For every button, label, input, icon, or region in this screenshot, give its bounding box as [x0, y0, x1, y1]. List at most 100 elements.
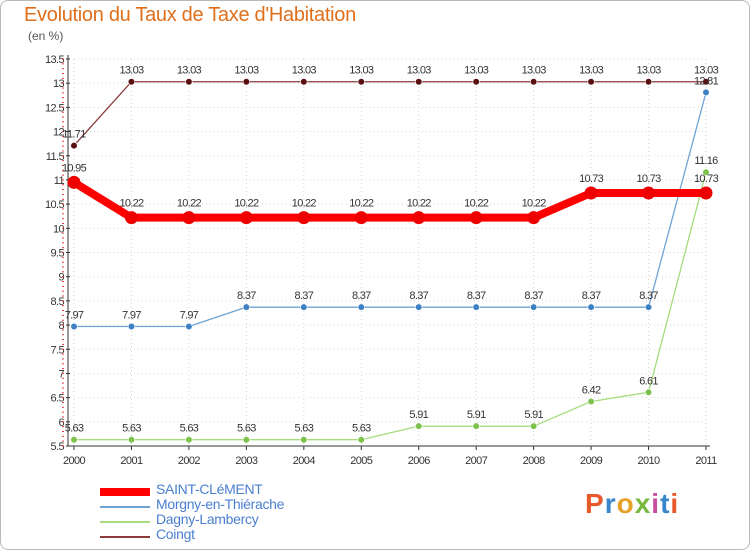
legend-swatch [100, 536, 150, 538]
x-tick-label: 2011 [695, 455, 717, 467]
data-point [702, 88, 710, 96]
data-label: 13.03 [694, 65, 719, 77]
logo-letter: x [634, 488, 652, 519]
data-label: 10.73 [694, 173, 719, 185]
data-point [357, 303, 365, 311]
data-label: 13.03 [119, 65, 144, 77]
data-label: 10.22 [177, 198, 202, 210]
legend-swatch [100, 521, 150, 523]
data-point [699, 186, 713, 200]
data-label: 8.37 [237, 290, 256, 302]
x-tick-label: 2003 [235, 455, 258, 467]
logo-letter: t [660, 488, 671, 519]
data-point [242, 436, 250, 444]
y-tick-label: 10 [53, 223, 65, 235]
data-point [67, 175, 81, 189]
data-point [300, 436, 308, 444]
x-tick-label: 2000 [63, 455, 86, 467]
data-point [185, 322, 193, 331]
data-label: 11.71 [62, 129, 86, 141]
data-label: 8.37 [467, 290, 486, 302]
data-point [185, 436, 193, 444]
data-point [70, 436, 78, 444]
data-point [472, 78, 480, 86]
y-tick-label: 13 [53, 78, 65, 90]
legend-label: Morgny-en-Thiérache [156, 496, 285, 512]
x-tick-label: 2008 [523, 455, 546, 467]
data-label: 5.63 [295, 423, 314, 435]
data-label: 13.03 [177, 65, 202, 77]
y-tick-label: 6 [58, 417, 64, 429]
legend-label: Dagny-Lambercy [156, 511, 259, 527]
data-label: 8.37 [409, 290, 428, 302]
data-label: 8.37 [295, 290, 314, 302]
y-tick-label: 11 [54, 175, 65, 187]
logo-letter: r [604, 488, 617, 519]
x-tick-label: 2002 [178, 455, 201, 467]
data-label: 5.63 [237, 423, 256, 435]
data-label: 12.81 [694, 75, 719, 87]
series-line [74, 92, 707, 328]
data-point [702, 168, 710, 176]
chart-title: Evolution du Taux de Taxe d'Habitation [24, 4, 356, 26]
logo-letter: P [585, 488, 605, 519]
series-line [74, 172, 707, 441]
data-point [644, 388, 653, 396]
data-label: 8.37 [524, 290, 543, 302]
data-point [530, 78, 538, 86]
data-point [354, 211, 368, 225]
data-point [242, 303, 250, 311]
data-point [127, 322, 136, 331]
y-tick-label: 8.5 [51, 296, 65, 308]
y-tick-label: 11.5 [46, 151, 65, 163]
data-label: 5.91 [524, 409, 543, 421]
data-label: 13.03 [407, 65, 432, 77]
data-point [412, 211, 426, 225]
x-tick-label: 2005 [350, 455, 373, 467]
data-label: 5.63 [180, 423, 199, 435]
data-label: 7.97 [65, 310, 84, 322]
data-point [644, 78, 653, 86]
data-point [127, 78, 136, 86]
data-label: 10.73 [579, 173, 604, 185]
data-point [415, 78, 423, 86]
data-point [644, 303, 653, 311]
data-labels: 11.71 13.03 13.03 13.03 13.03 13.03 13.03 13.03… [62, 65, 719, 435]
data-point [297, 211, 311, 225]
data-label: 5.91 [467, 409, 486, 421]
data-label: 7.97 [122, 310, 141, 322]
data-label: 5.91 [409, 409, 428, 421]
data-label: 10.22 [464, 198, 489, 210]
data-point [124, 211, 138, 225]
legend-label: Coingt [156, 526, 195, 542]
data-point [587, 303, 595, 311]
data-label: 13.03 [579, 65, 604, 77]
legend-label: SAINT-CLéMENT [156, 481, 263, 497]
data-label: 8.37 [352, 290, 371, 302]
chart-axes: 5.566.577.588.599.51010.51111.51212.5131… [45, 54, 718, 467]
y-unit-label: (en %) [28, 29, 64, 43]
data-point [357, 78, 365, 86]
data-label: 8.37 [639, 290, 658, 302]
data-label: 6.42 [582, 384, 601, 396]
data-label: 5.63 [122, 423, 141, 435]
data-point [587, 78, 595, 86]
data-point [472, 303, 480, 311]
data-label: 10.22 [407, 198, 432, 210]
legend-swatch [100, 506, 150, 508]
data-point [530, 303, 538, 311]
data-label: 10.22 [119, 198, 144, 210]
data-point [415, 303, 423, 311]
data-point [469, 211, 483, 225]
data-point [642, 186, 656, 200]
legend-swatch [100, 488, 150, 496]
data-label: 10.22 [522, 198, 547, 210]
series-line [71, 178, 706, 222]
data-label: 10.22 [292, 198, 317, 210]
y-tick-label: 12.5 [45, 102, 64, 114]
logo-letter: o [616, 488, 635, 519]
data-point [527, 211, 541, 225]
series-layer [67, 78, 713, 444]
data-label: 10.22 [234, 198, 259, 210]
